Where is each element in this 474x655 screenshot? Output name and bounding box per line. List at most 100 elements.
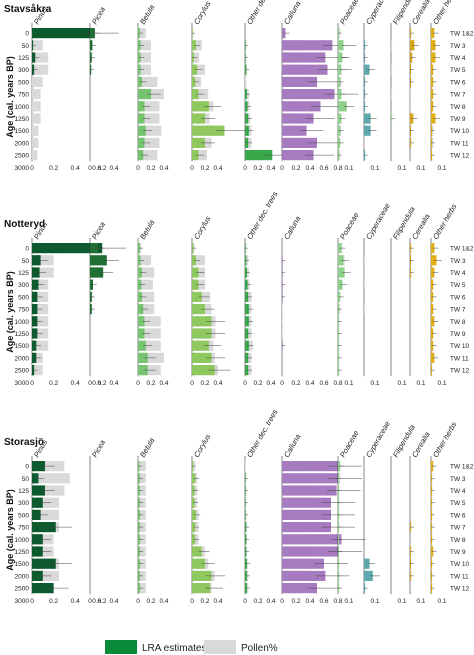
column-cerealia: Cerealia 0.1 — [409, 430, 432, 605]
pollen-bar — [391, 89, 393, 100]
lra-bar — [338, 267, 345, 278]
column-calluna: Calluna 0 0.2 0.4 0.6 0.8 — [280, 432, 366, 605]
lra-bar — [431, 40, 436, 51]
lra-bar — [282, 64, 328, 75]
y-tick-label: 750 — [18, 307, 29, 314]
sample-label: TW 10 — [450, 561, 470, 568]
panel-title: Stavsåkra — [4, 3, 52, 15]
lra-bar — [32, 328, 38, 339]
pollen-bar — [32, 137, 39, 148]
lra-bar — [138, 137, 145, 148]
lra-bar — [32, 340, 37, 351]
lra-bar — [245, 352, 249, 363]
lra-bar — [192, 570, 212, 581]
y-tick-label: 300 — [18, 282, 29, 289]
taxon-header: Picea — [90, 438, 107, 459]
x-tick-label: 0.6 — [92, 598, 101, 605]
lra-bar — [138, 76, 142, 87]
lra-bar — [32, 28, 95, 39]
x-tick-label: 0.4 — [266, 380, 275, 387]
y-tick-label: 500 — [18, 512, 29, 519]
taxon-header: Calluna — [282, 432, 303, 459]
lra-bar — [32, 546, 43, 557]
taxon-header: Cyperaceae — [364, 201, 392, 241]
pollen-bar — [138, 76, 158, 87]
lra-bar — [192, 316, 212, 327]
lra-bar — [282, 534, 342, 545]
lra-bar — [192, 522, 196, 533]
lra-bar — [32, 267, 40, 278]
lra-bar — [32, 534, 43, 545]
x-tick-label: 0 — [136, 598, 140, 605]
x-tick-label: 0.1 — [397, 598, 406, 605]
sample-label: TW 4 — [450, 270, 466, 277]
lra-bar — [364, 570, 373, 581]
lra-bar — [282, 461, 338, 472]
column-picea: Picea 0 0.2 0.4 — [88, 220, 119, 387]
pollen-bar — [410, 89, 412, 100]
column-other-dec-trees: Other dec. trees 0 0.2 0.4 — [243, 408, 280, 605]
lra-bar — [245, 365, 249, 376]
lra-bar — [138, 113, 145, 124]
lra-bar — [245, 316, 249, 327]
taxon-header: Other herbs — [431, 202, 459, 241]
x-tick-label: 0.1 — [437, 380, 446, 387]
column-picea: Picea 0 0.2 0.4 — [88, 438, 119, 605]
lra-bar — [245, 150, 273, 161]
x-tick-label: 0.4 — [213, 598, 222, 605]
sample-label: TW 9 — [450, 331, 466, 338]
column-corylus: Corylus 0 0.2 0.4 — [190, 432, 226, 605]
lra-bar — [32, 291, 38, 302]
x-tick-label: 0.4 — [109, 380, 118, 387]
y-tick-label: 2000 — [15, 140, 30, 147]
y-tick-label: 1250 — [15, 549, 30, 556]
pollen-bar — [282, 304, 283, 315]
taxon-header: Cerealia — [410, 212, 432, 241]
x-tick-label: 0.4 — [71, 380, 80, 387]
lra-bar — [245, 340, 249, 351]
lra-bar — [338, 279, 343, 290]
lra-bar — [192, 365, 215, 376]
lra-bar — [192, 509, 196, 520]
lra-bar — [245, 304, 249, 315]
sample-label: TW 10 — [450, 343, 470, 350]
y-tick-label: 0 — [25, 246, 29, 253]
lra-bar — [192, 40, 196, 51]
lra-bar — [192, 267, 199, 278]
y-axis-label: Age (cal. years BP) — [5, 489, 15, 571]
x-tick-label: 0.4 — [305, 598, 314, 605]
lra-bar — [282, 40, 333, 51]
sample-label: TW 4 — [450, 55, 466, 62]
column-betula: Betula 0 0.2 0.4 — [136, 3, 169, 172]
column-cyperaceae: Cyperaceae 0.1 — [363, 419, 392, 605]
lra-bar — [338, 64, 342, 75]
lra-bar — [192, 340, 209, 351]
x-tick-label: 0.4 — [159, 165, 168, 172]
pollen-bar — [138, 64, 151, 75]
lra-bar — [282, 558, 324, 569]
taxon-header: Calluna — [282, 0, 303, 26]
y-tick-label: 3000 — [15, 165, 30, 172]
lra-bar — [192, 150, 199, 161]
sample-label: TW 9 — [450, 116, 466, 123]
x-tick-label: 0.1 — [397, 165, 406, 172]
x-tick-label: 0.2 — [253, 165, 262, 172]
lra-bar — [282, 546, 338, 557]
lra-bar — [32, 485, 45, 496]
y-tick-label: 1500 — [15, 343, 30, 350]
pollen-bar — [32, 101, 41, 112]
lra-bar — [192, 64, 198, 75]
x-tick-label: 0.4 — [266, 598, 275, 605]
x-tick-label: 0.6 — [319, 165, 328, 172]
lra-bar — [138, 101, 145, 112]
y-tick-label: 1000 — [15, 319, 30, 326]
panel-notteryd: Notteryd Age (cal. years BP) 0 50 125 300 500 7… — [4, 190, 474, 387]
lra-bar — [138, 365, 148, 376]
pollen-bar — [138, 255, 151, 266]
x-tick-label: 0 — [30, 165, 34, 172]
x-tick-label: 0.4 — [109, 598, 118, 605]
lra-bar — [192, 76, 196, 87]
sample-label: TW 11 — [450, 355, 469, 362]
lra-bar — [192, 558, 205, 569]
x-tick-label: 0.1 — [344, 165, 353, 172]
